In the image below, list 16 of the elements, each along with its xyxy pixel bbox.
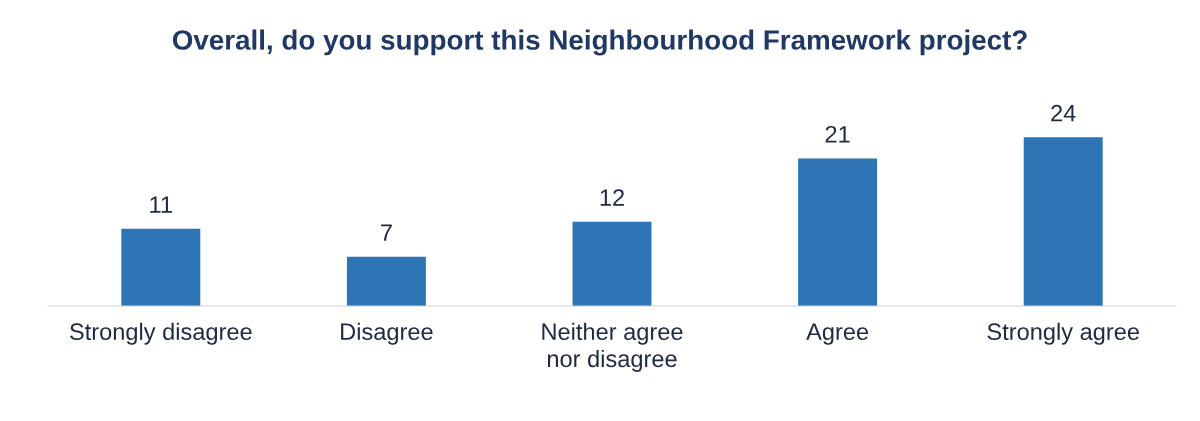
data-label: 24 xyxy=(1051,104,1076,122)
x-tick-label: Neither agree nor disagree xyxy=(542,322,683,372)
bar xyxy=(346,256,426,307)
bar xyxy=(798,158,878,307)
x-tick-label: Strongly agree xyxy=(987,322,1139,345)
bar xyxy=(1023,137,1103,307)
x-tick-label: Strongly disagree xyxy=(70,322,252,345)
chart-title: Overall, do you support this Neighbourhood Framework project? xyxy=(172,29,1027,56)
x-tick-label: Agree xyxy=(806,323,869,345)
data-label: 21 xyxy=(825,125,850,143)
data-label: 12 xyxy=(600,189,624,206)
x-tick-label: Disagree xyxy=(341,322,433,345)
bar xyxy=(121,228,201,307)
data-label: 7 xyxy=(381,224,392,241)
bar xyxy=(572,221,652,307)
data-label: 11 xyxy=(150,196,172,213)
